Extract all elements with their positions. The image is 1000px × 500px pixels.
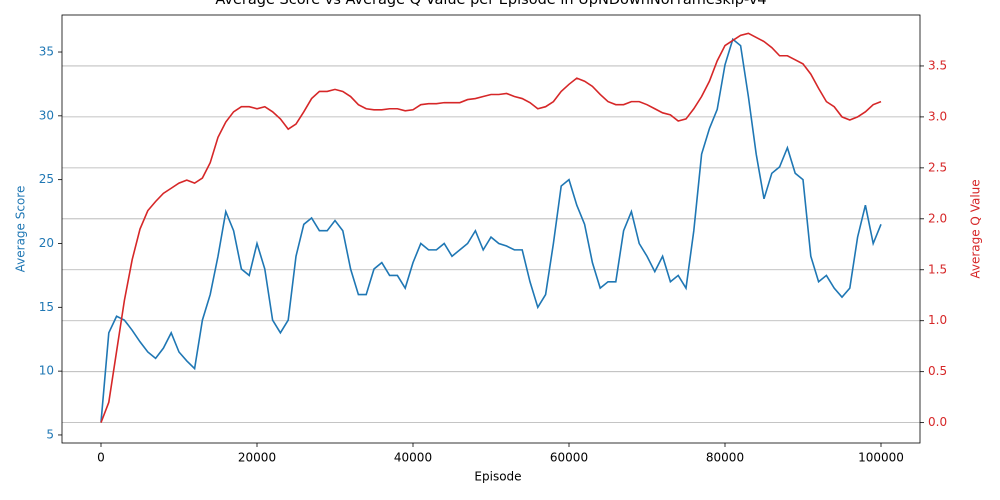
x-tick-label: 0 (97, 451, 105, 465)
plot-frame (61, 14, 921, 444)
series-line (100, 32, 882, 423)
y-axis-label: Average Score (14, 186, 28, 273)
x-tick-label: 100000 (858, 451, 904, 465)
y2-tick-label: 1.5 (928, 262, 947, 276)
y2-tick-label: 3.0 (928, 109, 947, 123)
y-tick-label: 10 (39, 364, 54, 378)
y2-tick-label: 2.5 (928, 160, 947, 174)
y-tick-label: 15 (39, 300, 54, 314)
y2-tick-label: 0.5 (928, 364, 947, 378)
y-tick-label: 30 (39, 108, 54, 122)
y-tick-label: 35 (39, 45, 54, 59)
series-line (100, 37, 882, 423)
y-tick-label: 20 (39, 236, 54, 250)
x-tick-label: 40000 (394, 451, 432, 465)
x-tick-label: 20000 (238, 451, 276, 465)
y2-tick-label: 1.0 (928, 313, 947, 327)
y2-tick-label: 0.0 (928, 415, 947, 429)
chart-title: Average Score vs Average Q Value per Epi… (215, 0, 766, 8)
x-axis-label: Episode (474, 470, 521, 484)
y-tick-label: 25 (39, 172, 54, 186)
y2-tick-label: 2.0 (928, 211, 947, 225)
y-tick-label: 5 (46, 427, 54, 441)
x-tick-label: 60000 (550, 451, 588, 465)
y2-tick-label: 3.5 (928, 58, 947, 72)
x-tick-label: 80000 (706, 451, 744, 465)
y2-axis-label: Average Q Value (969, 179, 983, 278)
